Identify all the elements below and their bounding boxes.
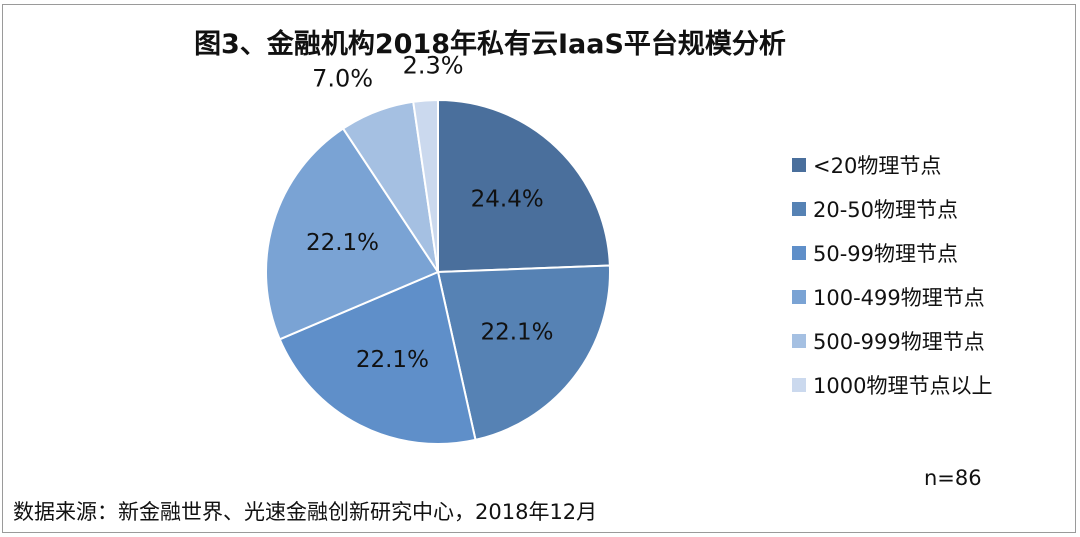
- legend-swatch: [792, 334, 806, 348]
- chart-title: 图3、金融机构2018年私有云IaaS平台规模分析: [194, 29, 786, 60]
- chart-legend: <20物理节点 20-50物理节点 50-99物理节点 100-499物理节点 500-…: [792, 143, 992, 407]
- data-label-100-499: 22.1%: [306, 230, 379, 256]
- pie-slice-20-50: [436, 264, 611, 442]
- legend-label: 50-99物理节点: [813, 242, 959, 266]
- data-label-lt20: 24.4%: [471, 187, 544, 213]
- legend-swatch: [792, 378, 806, 392]
- data-label-500-999: 7.0%: [312, 65, 373, 93]
- legend-label: 20-50物理节点: [813, 198, 959, 222]
- data-label-20-50: 22.1%: [480, 319, 553, 345]
- legend-label: <20物理节点: [813, 154, 942, 178]
- pie-slice-50-99: [278, 270, 477, 445]
- pie-slice-100-499: [265, 127, 440, 341]
- legend-swatch: [792, 158, 806, 172]
- pie-slice-lt20: [437, 98, 611, 274]
- legend-item-500-999: 500-999物理节点: [792, 319, 992, 363]
- pie-slice-1000plus: [412, 98, 439, 273]
- legend-item-100-499: 100-499物理节点: [792, 275, 992, 319]
- legend-label: 100-499物理节点: [813, 286, 985, 310]
- legend-swatch: [792, 202, 806, 216]
- legend-swatch: [792, 290, 806, 304]
- legend-label: 1000物理节点以上: [813, 374, 993, 398]
- legend-item-50-99: 50-99物理节点: [792, 231, 992, 275]
- legend-swatch: [792, 246, 806, 260]
- data-label-1000plus: 2.3%: [403, 52, 464, 80]
- legend-item-1000plus: 1000物理节点以上: [792, 363, 992, 407]
- legend-item-lt20: <20物理节点: [792, 143, 992, 187]
- legend-item-20-50: 20-50物理节点: [792, 187, 992, 231]
- chart-frame: [2, 4, 1076, 533]
- legend-label: 500-999物理节点: [813, 330, 985, 354]
- sample-size-note: n=86: [924, 466, 982, 490]
- data-source: 数据来源：新金融世界、光速金融创新研究中心，2018年12月: [13, 500, 598, 524]
- data-label-50-99: 22.1%: [356, 347, 429, 373]
